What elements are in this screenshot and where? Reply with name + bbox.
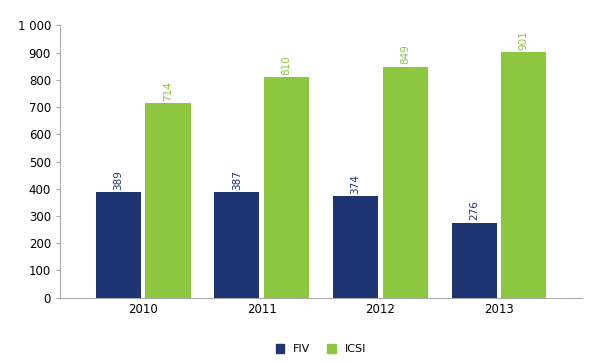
- Text: 276: 276: [469, 200, 479, 220]
- Text: 849: 849: [400, 44, 410, 64]
- Bar: [502, 52, 547, 298]
- Text: 714: 714: [163, 81, 173, 101]
- Text: 810: 810: [281, 55, 292, 75]
- Bar: [333, 196, 378, 298]
- Bar: [264, 77, 309, 298]
- Bar: [383, 66, 428, 298]
- Text: 901: 901: [519, 30, 529, 50]
- Legend: FIV, ICSI: FIV, ICSI: [275, 344, 367, 354]
- Text: 387: 387: [232, 170, 242, 190]
- Text: 374: 374: [350, 174, 361, 193]
- Text: 389: 389: [113, 170, 123, 189]
- Bar: [452, 223, 497, 298]
- Bar: [214, 192, 259, 298]
- Bar: [95, 192, 140, 298]
- Bar: [145, 103, 191, 298]
